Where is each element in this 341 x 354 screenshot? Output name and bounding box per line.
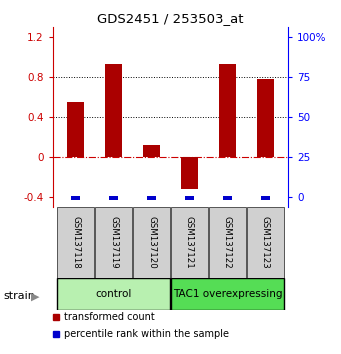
Bar <box>181 157 198 189</box>
Text: GSM137119: GSM137119 <box>109 216 118 269</box>
Bar <box>143 145 160 157</box>
Text: strain: strain <box>3 291 35 301</box>
Bar <box>105 64 122 157</box>
Text: control: control <box>95 289 132 299</box>
Text: ▶: ▶ <box>31 291 40 301</box>
Text: percentile rank within the sample: percentile rank within the sample <box>64 329 229 339</box>
Bar <box>209 207 246 278</box>
Bar <box>185 196 194 200</box>
Bar <box>109 196 118 200</box>
Bar <box>223 196 232 200</box>
Bar <box>257 79 274 157</box>
Text: GSM137122: GSM137122 <box>223 216 232 269</box>
Text: GSM137120: GSM137120 <box>147 216 156 269</box>
Bar <box>133 207 170 278</box>
Bar <box>57 207 94 278</box>
Title: GDS2451 / 253503_at: GDS2451 / 253503_at <box>97 12 244 25</box>
Text: GSM137121: GSM137121 <box>185 216 194 269</box>
Text: transformed count: transformed count <box>64 312 155 322</box>
Bar <box>67 102 84 157</box>
Bar <box>261 196 269 200</box>
Bar <box>219 64 236 157</box>
Bar <box>72 196 80 200</box>
Text: GSM137123: GSM137123 <box>261 216 270 269</box>
Bar <box>147 196 156 200</box>
Bar <box>247 207 284 278</box>
Bar <box>57 278 170 310</box>
Bar <box>171 207 208 278</box>
Bar <box>171 278 284 310</box>
Text: TAC1 overexpressing: TAC1 overexpressing <box>173 289 282 299</box>
Bar <box>95 207 132 278</box>
Text: GSM137118: GSM137118 <box>71 216 80 269</box>
